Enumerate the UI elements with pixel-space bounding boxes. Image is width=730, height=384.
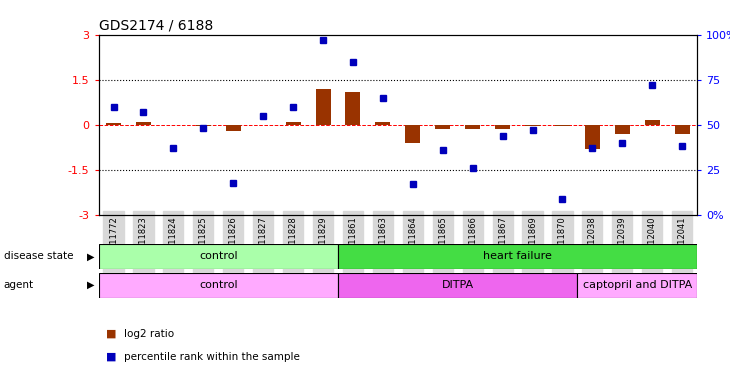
Text: control: control <box>199 251 237 262</box>
Text: ■: ■ <box>106 329 116 339</box>
Bar <box>615 125 630 134</box>
Bar <box>315 89 331 125</box>
Bar <box>675 125 690 134</box>
Bar <box>99 244 338 269</box>
Text: heart failure: heart failure <box>483 251 552 262</box>
Bar <box>338 244 697 269</box>
Bar <box>585 125 600 149</box>
Bar <box>106 123 121 125</box>
Bar <box>555 125 570 126</box>
Text: DITPA: DITPA <box>442 280 474 290</box>
Text: percentile rank within the sample: percentile rank within the sample <box>124 352 300 362</box>
Bar <box>99 273 338 298</box>
Bar <box>645 120 660 125</box>
Bar <box>285 122 301 125</box>
Text: log2 ratio: log2 ratio <box>124 329 174 339</box>
Bar <box>338 273 577 298</box>
Text: ■: ■ <box>106 352 116 362</box>
Bar <box>577 273 697 298</box>
Text: agent: agent <box>4 280 34 290</box>
Text: captopril and DITPA: captopril and DITPA <box>583 280 692 290</box>
Bar <box>345 92 361 125</box>
Text: control: control <box>199 280 237 290</box>
Bar <box>435 125 450 129</box>
Bar <box>226 125 241 131</box>
Bar <box>405 125 420 143</box>
Bar <box>525 125 540 126</box>
Text: ▶: ▶ <box>87 280 94 290</box>
Bar <box>196 125 211 126</box>
Bar <box>136 122 151 125</box>
Text: GDS2174 / 6188: GDS2174 / 6188 <box>99 18 213 32</box>
Bar <box>495 125 510 129</box>
Text: ▶: ▶ <box>87 251 94 262</box>
Bar <box>375 122 391 125</box>
Bar <box>465 125 480 129</box>
Text: disease state: disease state <box>4 251 73 262</box>
